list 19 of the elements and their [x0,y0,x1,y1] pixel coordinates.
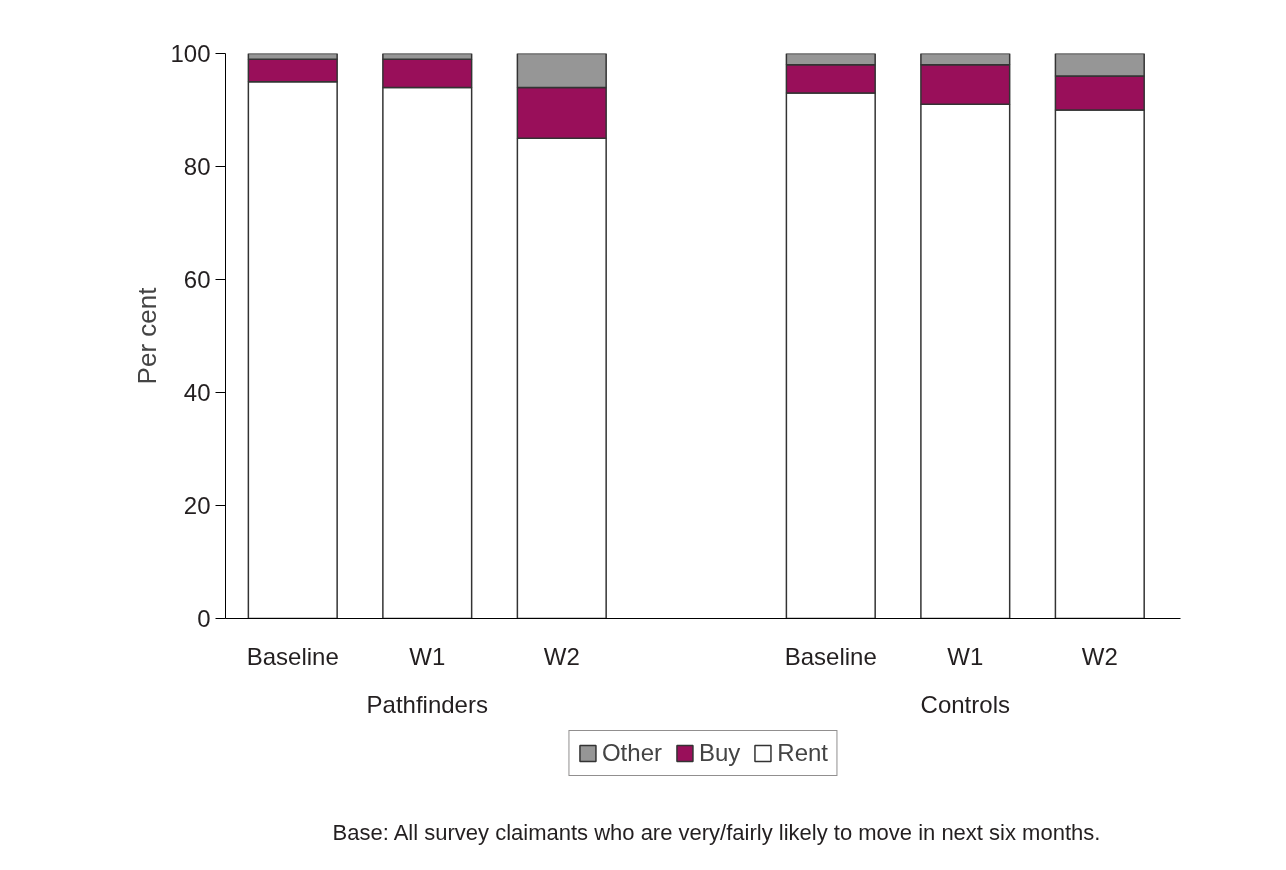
y-tick-label: 20 [183,492,211,519]
x-tick-label: Baseline [784,642,877,670]
y-tick-label: 100 [170,40,211,67]
legend-label: Rent [777,739,829,767]
text: Controls [920,690,1010,718]
x-tick-label: W1 [409,642,446,670]
x-tick-label: Baseline [246,642,339,670]
y-tick-label: 60 [183,266,211,293]
legend-label: Other [601,739,662,767]
y-tick-label: 40 [183,379,211,406]
legend-label: Buy [698,739,741,767]
text: Pathfinders [366,690,488,718]
x-tick-label: W2 [543,642,580,670]
y-axis-title: Per cent [132,286,163,385]
y-tick-label: 80 [183,153,211,180]
x-tick-label: W1 [947,642,984,670]
text: Base: All survey claimants who are very/fairly likely to move in next six months. [332,820,1101,845]
x-tick-label: W2 [1081,642,1118,670]
y-tick-label: 0 [197,605,211,632]
